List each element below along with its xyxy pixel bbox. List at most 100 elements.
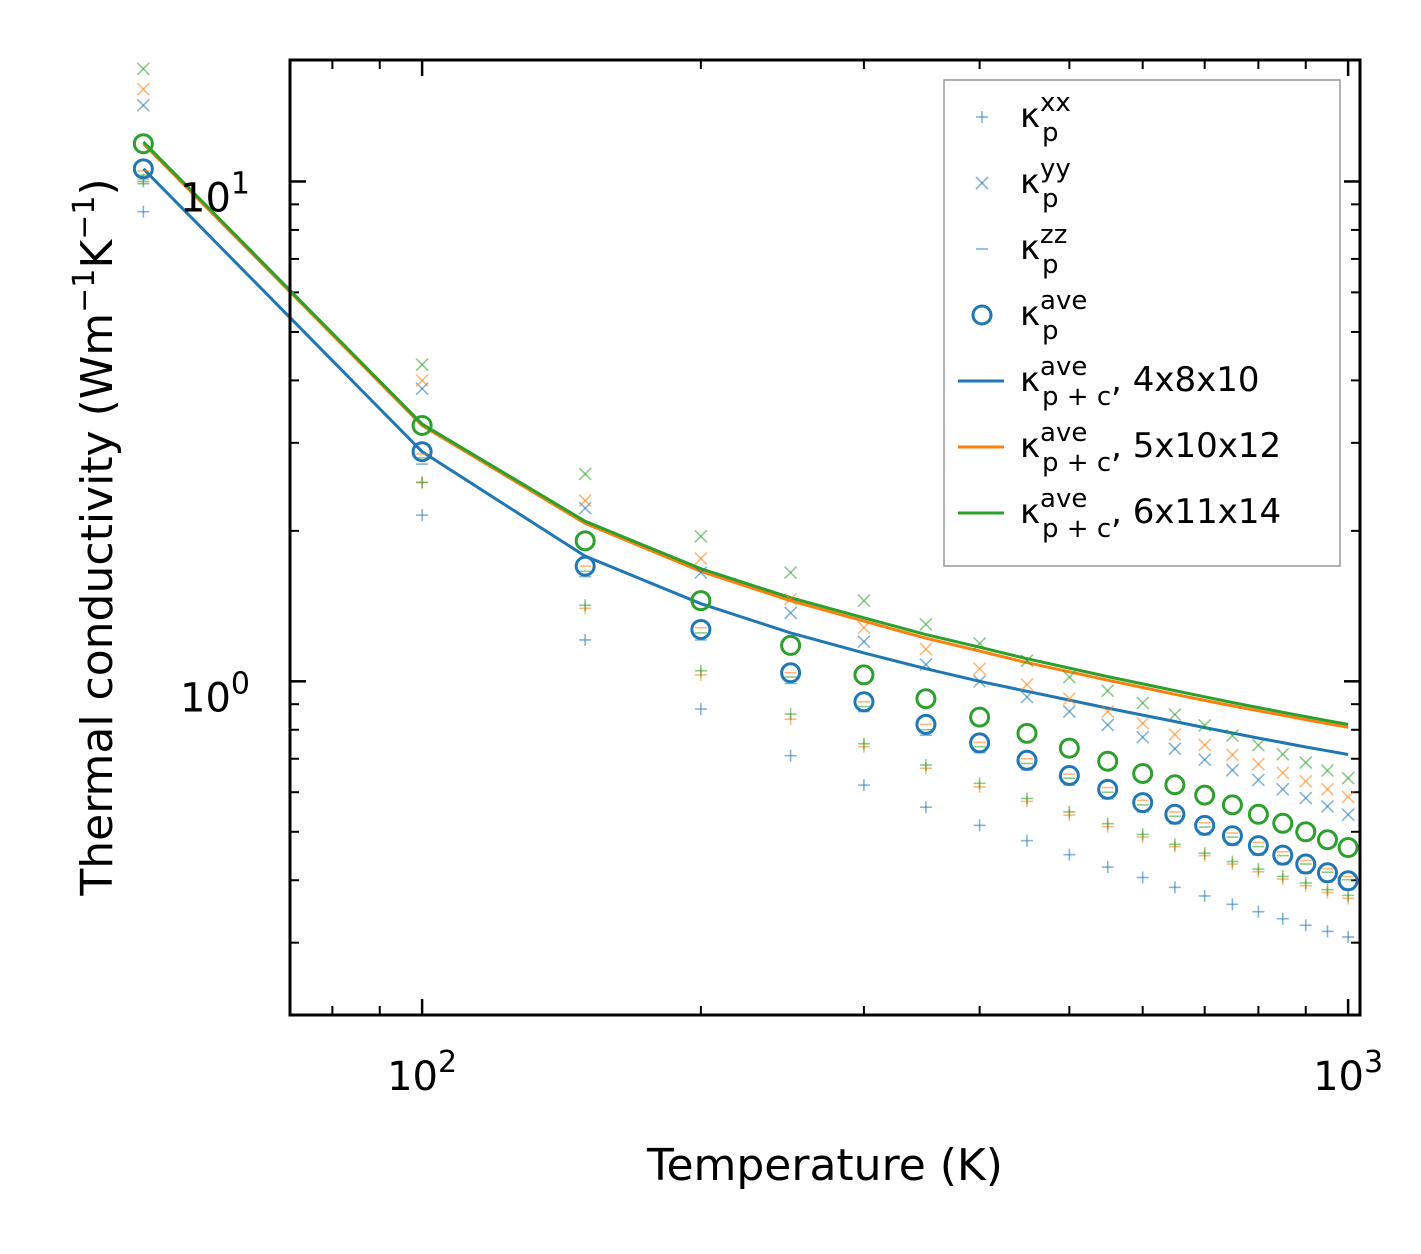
- cross-b: [1251, 773, 1265, 787]
- tick-labels: 102 103 100 101: [180, 166, 1383, 1100]
- point-yy-4x8x10: [1062, 704, 1076, 719]
- legend-box: [943, 79, 1341, 567]
- point-yy-5x10x12: [578, 493, 592, 508]
- point-xx-6x11x14: [1342, 889, 1355, 902]
- cross-b: [784, 566, 798, 580]
- point-xx-6x11x14: [1136, 828, 1149, 841]
- point-xx-6x11x14: [1226, 855, 1239, 868]
- cross-b: [1101, 704, 1115, 719]
- point-ave-6x11x14: [1016, 722, 1038, 744]
- point-yy-4x8x10: [1168, 742, 1182, 756]
- point-ave-4x8x10: [1132, 792, 1154, 814]
- point-xx-4x8x10: [919, 801, 932, 814]
- point-yy-6x11x14: [973, 636, 987, 651]
- plot-frame: [288, 58, 1362, 1017]
- point-xx-4x8x10: [784, 749, 797, 762]
- point-yy-5x10x12: [1251, 757, 1265, 771]
- point-xx-4x8x10: [1321, 925, 1334, 938]
- point-xx-6x11x14: [973, 777, 986, 790]
- point-ave-4x8x10: [969, 732, 991, 754]
- point-ave-6x11x14: [1221, 794, 1243, 816]
- point-xx-4x8x10: [1136, 871, 1149, 884]
- point-yy-5x10x12: [694, 552, 708, 566]
- point-ave-4x8x10: [1221, 825, 1243, 847]
- point-yy-4x8x10: [973, 674, 987, 688]
- point-xx-4x8x10: [1252, 905, 1265, 918]
- point-yy-5x10x12: [1168, 727, 1182, 741]
- point-ave-6x11x14: [1247, 803, 1269, 825]
- point-yy-5x10x12: [1020, 678, 1034, 692]
- legend-label: κzz p: [1020, 220, 1067, 280]
- point-xx-4x8x10: [1101, 861, 1114, 874]
- legend-label: κave p + c, 5x10x12: [1020, 418, 1281, 478]
- point-ave-6x11x14: [1194, 784, 1216, 806]
- cross-b: [973, 636, 987, 651]
- point-yy-5x10x12: [136, 82, 150, 96]
- y-axis-label: Thermal conductivity (Wm−1K−1): [67, 178, 123, 896]
- point-xx-4x8x10: [1342, 930, 1355, 943]
- point-yy-6x11x14: [1225, 728, 1239, 743]
- point-yy-6x11x14: [578, 467, 592, 481]
- point-yy-6x11x14: [1276, 747, 1290, 761]
- point-yy-6x11x14: [919, 617, 933, 631]
- cross-b: [784, 606, 798, 620]
- cross-b: [1198, 753, 1212, 767]
- point-yy-5x10x12: [1225, 748, 1239, 762]
- cross-b: [694, 552, 708, 566]
- point-yy-4x8x10: [1225, 763, 1239, 777]
- cross-b: [857, 621, 871, 635]
- point-ave-6x11x14: [969, 706, 991, 728]
- point-xx-6x11x14: [919, 759, 932, 772]
- cross-b: [136, 62, 150, 76]
- cross-b: [694, 566, 708, 580]
- cross-b: [1101, 684, 1115, 698]
- point-xx-4x8x10: [1063, 848, 1076, 861]
- point-ave-4x8x10: [1272, 844, 1294, 866]
- point-xx-4x8x10: [137, 205, 150, 218]
- y-tick-label: 100: [180, 666, 250, 721]
- cross-b: [857, 635, 871, 649]
- point-yy-6x11x14: [1198, 718, 1212, 733]
- point-ave-6x11x14: [1132, 763, 1154, 785]
- cross-b: [784, 592, 798, 606]
- cross-b: [1276, 782, 1290, 796]
- point-ave-6x11x14: [1272, 812, 1294, 834]
- point-yy-4x8x10: [1136, 730, 1150, 744]
- point-ave-4x8x10: [574, 555, 596, 577]
- cross-b: [1299, 791, 1313, 805]
- cross-b: [1341, 808, 1355, 822]
- x-axis-label: Temperature (K): [646, 1140, 1003, 1191]
- point-yy-5x10x12: [857, 621, 871, 635]
- point-yy-4x8x10: [694, 566, 708, 580]
- point-yy-5x10x12: [973, 662, 987, 676]
- point-ave-4x8x10: [1097, 778, 1119, 800]
- y-axis-label-end: ): [72, 178, 123, 195]
- point-yy-5x10x12: [1198, 738, 1212, 752]
- cross-b: [1198, 738, 1212, 752]
- cross-b: [1062, 692, 1076, 706]
- cross-b: [694, 529, 708, 543]
- point-xx-6x11x14: [1252, 863, 1265, 876]
- cross-b: [1062, 704, 1076, 719]
- point-yy-5x10x12: [1299, 774, 1313, 788]
- point-yy-4x8x10: [919, 658, 933, 672]
- data-marks: [132, 62, 1359, 943]
- point-ave-4x8x10: [915, 713, 937, 735]
- point-ave-4x8x10: [1247, 835, 1269, 857]
- point-yy-4x8x10: [1020, 690, 1034, 704]
- point-ave-6x11x14: [1295, 821, 1317, 843]
- point-yy-6x11x14: [136, 62, 150, 76]
- point-yy-6x11x14: [1101, 684, 1115, 698]
- point-yy-6x11x14: [694, 529, 708, 543]
- point-ave-4x8x10: [411, 441, 433, 463]
- point-xx-6x11x14: [1299, 876, 1312, 889]
- cross-b: [1062, 670, 1076, 684]
- series-line-5x10x12: [142, 142, 1349, 729]
- point-yy-6x11x14: [1299, 755, 1313, 770]
- y-axis-label-main: Thermal conductivity (Wm: [72, 313, 123, 897]
- legend-label: κave p: [1020, 286, 1087, 346]
- point-yy-5x10x12: [1101, 704, 1115, 719]
- point-yy-6x11x14: [1251, 738, 1265, 752]
- cross-b: [578, 467, 592, 481]
